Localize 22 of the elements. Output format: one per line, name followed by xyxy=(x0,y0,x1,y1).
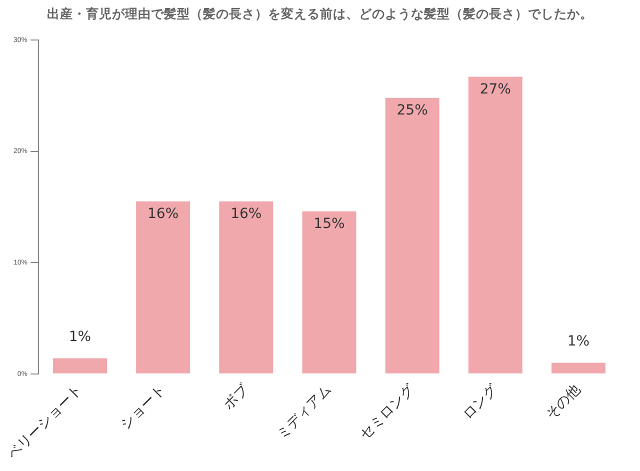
bar xyxy=(136,201,190,374)
bar xyxy=(385,98,440,374)
x-tick-label: ベリーショート xyxy=(4,382,86,462)
data-label: 1% xyxy=(567,333,590,350)
bar xyxy=(219,201,274,374)
x-tick-label: ショート xyxy=(118,382,168,433)
x-tick-label: ボブ xyxy=(220,381,252,413)
x-tick-label: その他 xyxy=(542,382,584,423)
data-label: 25% xyxy=(396,102,428,119)
data-label: 1% xyxy=(68,328,92,345)
data-label: 27% xyxy=(480,81,511,98)
x-tick-label: セミロング xyxy=(356,381,418,443)
bar xyxy=(302,211,356,374)
bar xyxy=(468,76,522,374)
chart-title: 出産・育児が理由で髪型（髪の長さ）を変える前は、どのような髪型（髪の長さ）でしたか。 xyxy=(46,6,594,23)
x-tick-label: ロング xyxy=(460,381,502,423)
bar xyxy=(551,362,606,374)
bar xyxy=(53,358,108,374)
data-label: 15% xyxy=(314,216,345,232)
data-label: 16% xyxy=(148,206,179,222)
data-label: 16% xyxy=(230,206,262,222)
x-tick-label: ミディアム xyxy=(274,382,335,443)
